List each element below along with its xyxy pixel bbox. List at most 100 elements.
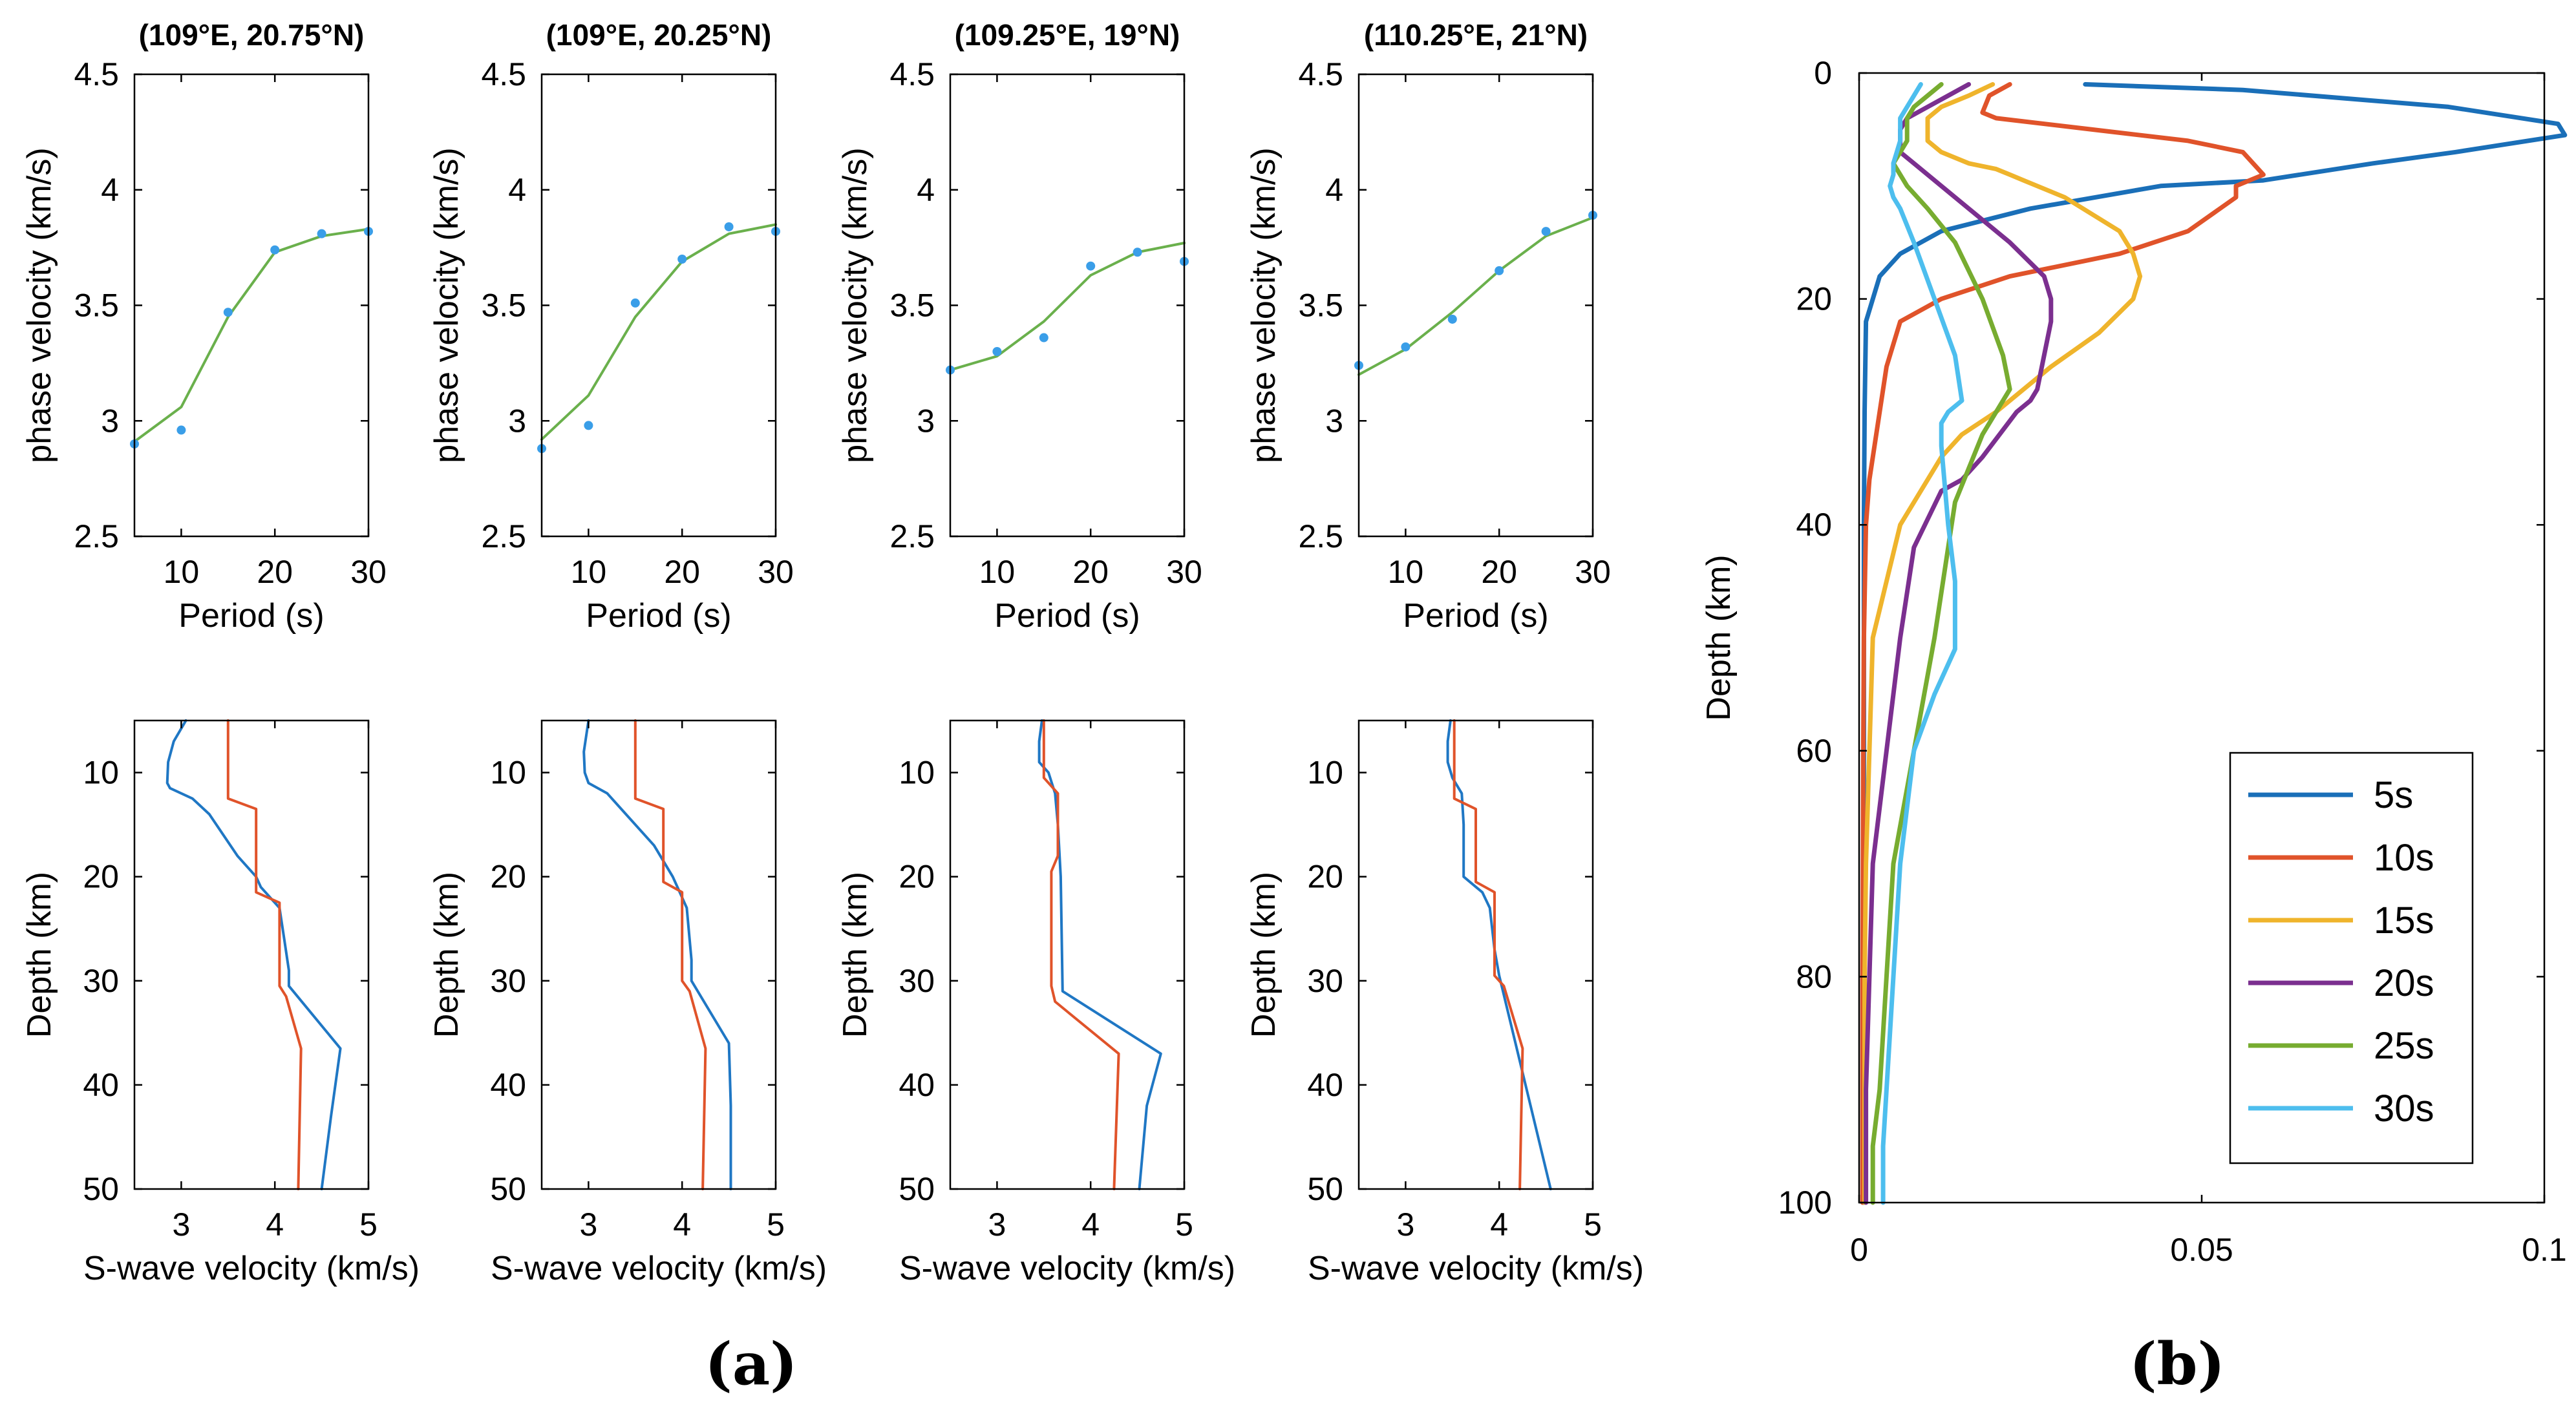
series-line-initial	[1042, 719, 1120, 1190]
series-line-inverted	[165, 719, 342, 1190]
y-tick-label: 3	[1325, 403, 1343, 439]
legend-box	[2229, 752, 2474, 1164]
y-tick-label: 10	[1307, 755, 1343, 791]
y-tick-label: 0	[1814, 55, 1832, 91]
y-tick-label: 4	[917, 172, 935, 208]
x-tick-label: 4	[1490, 1206, 1508, 1243]
observed-point	[630, 298, 640, 308]
legend-entry: 25s	[2374, 1025, 2434, 1067]
y-axis-label: phase velocity (km/s)	[1245, 147, 1283, 463]
y-tick-label: 3.5	[481, 288, 526, 324]
x-tick-label: 20	[257, 554, 293, 590]
series-line-fit	[133, 227, 370, 443]
observed-point	[1401, 342, 1410, 352]
y-axis-label: Depth (km)	[1700, 554, 1738, 721]
y-tick-label: 3	[917, 403, 935, 439]
series-line-initial	[633, 719, 707, 1190]
series-line-inverted	[1038, 719, 1162, 1190]
y-axis-label: Depth (km)	[21, 872, 58, 1038]
x-axis-label: S-wave velocity (km/s)	[491, 1250, 827, 1287]
y-axis-label: phase velocity (km/s)	[836, 147, 874, 463]
y-tick-label: 2.5	[481, 518, 526, 554]
axes-box	[540, 73, 777, 538]
y-tick-label: 4.5	[889, 56, 935, 92]
axes-box	[949, 73, 1186, 538]
x-tick-label: 10	[979, 554, 1016, 590]
y-tick-label: 2.5	[889, 518, 935, 554]
series-line-fit	[1357, 216, 1594, 376]
y-tick-label: 10	[83, 755, 119, 791]
x-tick-label: 5	[1584, 1206, 1602, 1243]
panel-label-b: (b)	[2129, 1330, 2225, 1398]
observed-point	[677, 255, 687, 264]
axes-box	[540, 719, 777, 1190]
x-tick-label: 10	[1388, 554, 1424, 590]
x-axis-label: Period (s)	[1403, 597, 1548, 635]
y-tick-label: 4.5	[74, 56, 119, 92]
y-tick-label: 30	[83, 963, 119, 999]
axes-box	[1357, 73, 1594, 538]
x-tick-label: 5	[1175, 1206, 1193, 1243]
s-wave-profile-chart-3: 3 4 5 10 20 30 40 50 S-wave velocity (km/s) Depth…	[836, 719, 1235, 1287]
axes-box	[133, 719, 370, 1190]
y-tick-label: 4.5	[481, 56, 526, 92]
legend-entry: 15s	[2374, 900, 2434, 942]
observed-point	[1447, 314, 1457, 324]
panel-label-a: (a)	[705, 1330, 797, 1398]
y-tick-label: 100	[1778, 1184, 1832, 1221]
y-tick-label: 20	[490, 859, 526, 895]
x-tick-label: 4	[266, 1206, 284, 1243]
axes-box	[1357, 719, 1594, 1190]
y-tick-label: 2.5	[74, 518, 119, 554]
chart-title: (109.25°E, 19°N)	[955, 18, 1180, 52]
series-line-10s	[1860, 82, 2266, 1205]
series-line-30s	[1880, 82, 1964, 1205]
y-tick-label: 50	[1307, 1171, 1343, 1207]
x-tick-label: 3	[1396, 1206, 1414, 1243]
y-tick-label: 20	[1307, 859, 1343, 895]
legend-entry: 5s	[2374, 774, 2413, 816]
x-tick-label: 10	[571, 554, 607, 590]
x-tick-label: 10	[164, 554, 200, 590]
y-tick-label: 20	[899, 859, 935, 895]
y-axis-label: Depth (km)	[1245, 872, 1283, 1038]
y-tick-label: 40	[1796, 507, 1832, 543]
legend-entry: 20s	[2374, 962, 2434, 1004]
y-tick-label: 40	[83, 1067, 119, 1103]
chart-title: (109°E, 20.75°N)	[139, 18, 365, 52]
x-tick-label: 20	[664, 554, 700, 590]
y-tick-label: 4.5	[1298, 56, 1343, 92]
observed-point	[992, 347, 1002, 356]
legend-entry: 10s	[2374, 837, 2434, 879]
chart-title: (110.25°E, 21°N)	[1364, 18, 1588, 52]
y-tick-label: 4	[101, 172, 119, 208]
y-tick-label: 30	[490, 963, 526, 999]
x-tick-label: 4	[673, 1206, 691, 1243]
sensitivity-kernel-chart: 0 0.05 0.1 0 20 40 60 80 100 Depth (km) 5s 10s 15s 20…	[1700, 55, 2568, 1268]
y-tick-label: 40	[1307, 1067, 1343, 1103]
x-tick-label: 20	[1072, 554, 1109, 590]
s-wave-profile-chart-4: 3 4 5 10 20 30 40 50 S-wave velocity (km/s) Depth…	[1245, 719, 1644, 1287]
observed-point	[724, 222, 734, 231]
x-tick-label: 3	[988, 1206, 1006, 1243]
x-tick-label: 30	[350, 554, 387, 590]
y-tick-label: 50	[490, 1171, 526, 1207]
series-line-inverted	[1446, 719, 1552, 1190]
y-tick-label: 50	[899, 1171, 935, 1207]
legend: 5s 10s 15s 20s 25s 30s	[2229, 752, 2474, 1164]
y-axis-label: phase velocity (km/s)	[428, 147, 465, 463]
y-tick-label: 10	[490, 755, 526, 791]
x-tick-label: 30	[1575, 554, 1611, 590]
x-axis-label: S-wave velocity (km/s)	[899, 1250, 1235, 1287]
series-line-5s	[1860, 82, 2568, 1205]
y-tick-label: 4	[1325, 172, 1343, 208]
x-tick-label: 30	[1166, 554, 1202, 590]
x-tick-label: 0	[1850, 1232, 1868, 1268]
x-tick-label: 3	[579, 1206, 597, 1243]
x-tick-label: 30	[758, 554, 794, 590]
x-axis-label: Period (s)	[178, 597, 324, 635]
phase-velocity-chart-1: (109°E, 20.75°N) 10 20 30 2.5 3 3.5 4 4.5 Period …	[21, 18, 387, 635]
x-tick-label: 4	[1081, 1206, 1100, 1243]
y-tick-label: 3	[508, 403, 526, 439]
y-tick-label: 3.5	[74, 288, 119, 324]
